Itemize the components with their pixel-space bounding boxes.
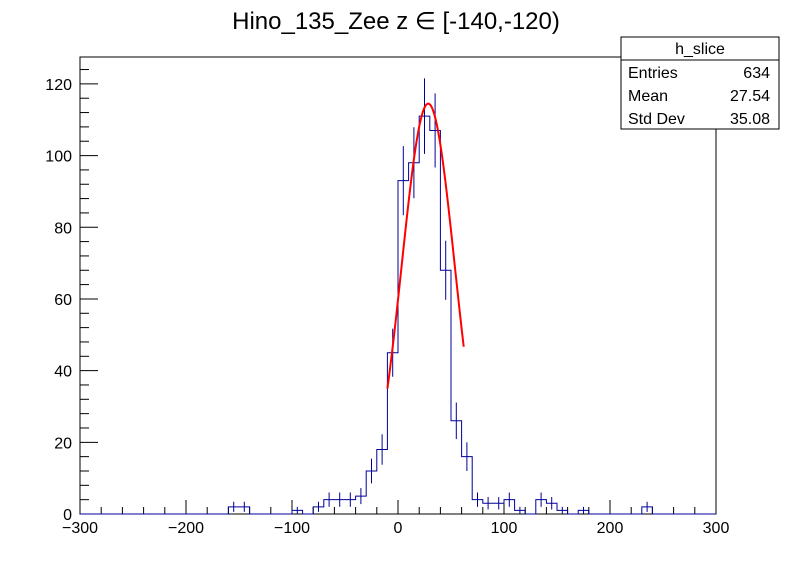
y-tick-label: 0 [63,507,72,524]
stats-mean-value: 27.54 [730,88,770,105]
x-tick-label: 100 [491,520,518,537]
x-axis: −300 −200 −100 0 100 200 300 [62,500,729,537]
stats-entries-value: 634 [743,65,770,82]
stats-box: h_slice Entries 634 Mean 27.54 Std Dev 3… [620,36,780,130]
y-tick-label: 80 [54,220,72,237]
y-axis: 0 20 40 60 80 100 120 [45,69,98,524]
gaussian-fit [386,102,465,389]
histogram-layer [80,115,716,515]
y-tick-label: 40 [54,364,72,381]
stats-box-title: h_slice [675,41,725,58]
y-tick-label: 120 [45,77,72,94]
chart-title: Hino_135_Zee z ∈ [-140,-120) [232,8,560,35]
x-tick-label: 300 [703,520,730,537]
x-tick-label: −100 [274,520,310,537]
y-tick-label: 60 [54,292,72,309]
x-tick-label: −300 [62,520,98,537]
histogram-outline [80,115,716,515]
x-tick-label: 0 [394,520,403,537]
y-tick-label: 100 [45,149,72,166]
stats-mean-label: Mean [628,88,668,105]
y-tick-label: 20 [54,435,72,452]
x-tick-label: −200 [168,520,204,537]
stats-box-frame [620,36,780,130]
stats-stddev-label: Std Dev [628,111,685,128]
stats-entries-label: Entries [628,65,678,82]
x-tick-label: 200 [597,520,624,537]
fit-curve [386,102,465,389]
stats-stddev-value: 35.08 [730,111,770,128]
